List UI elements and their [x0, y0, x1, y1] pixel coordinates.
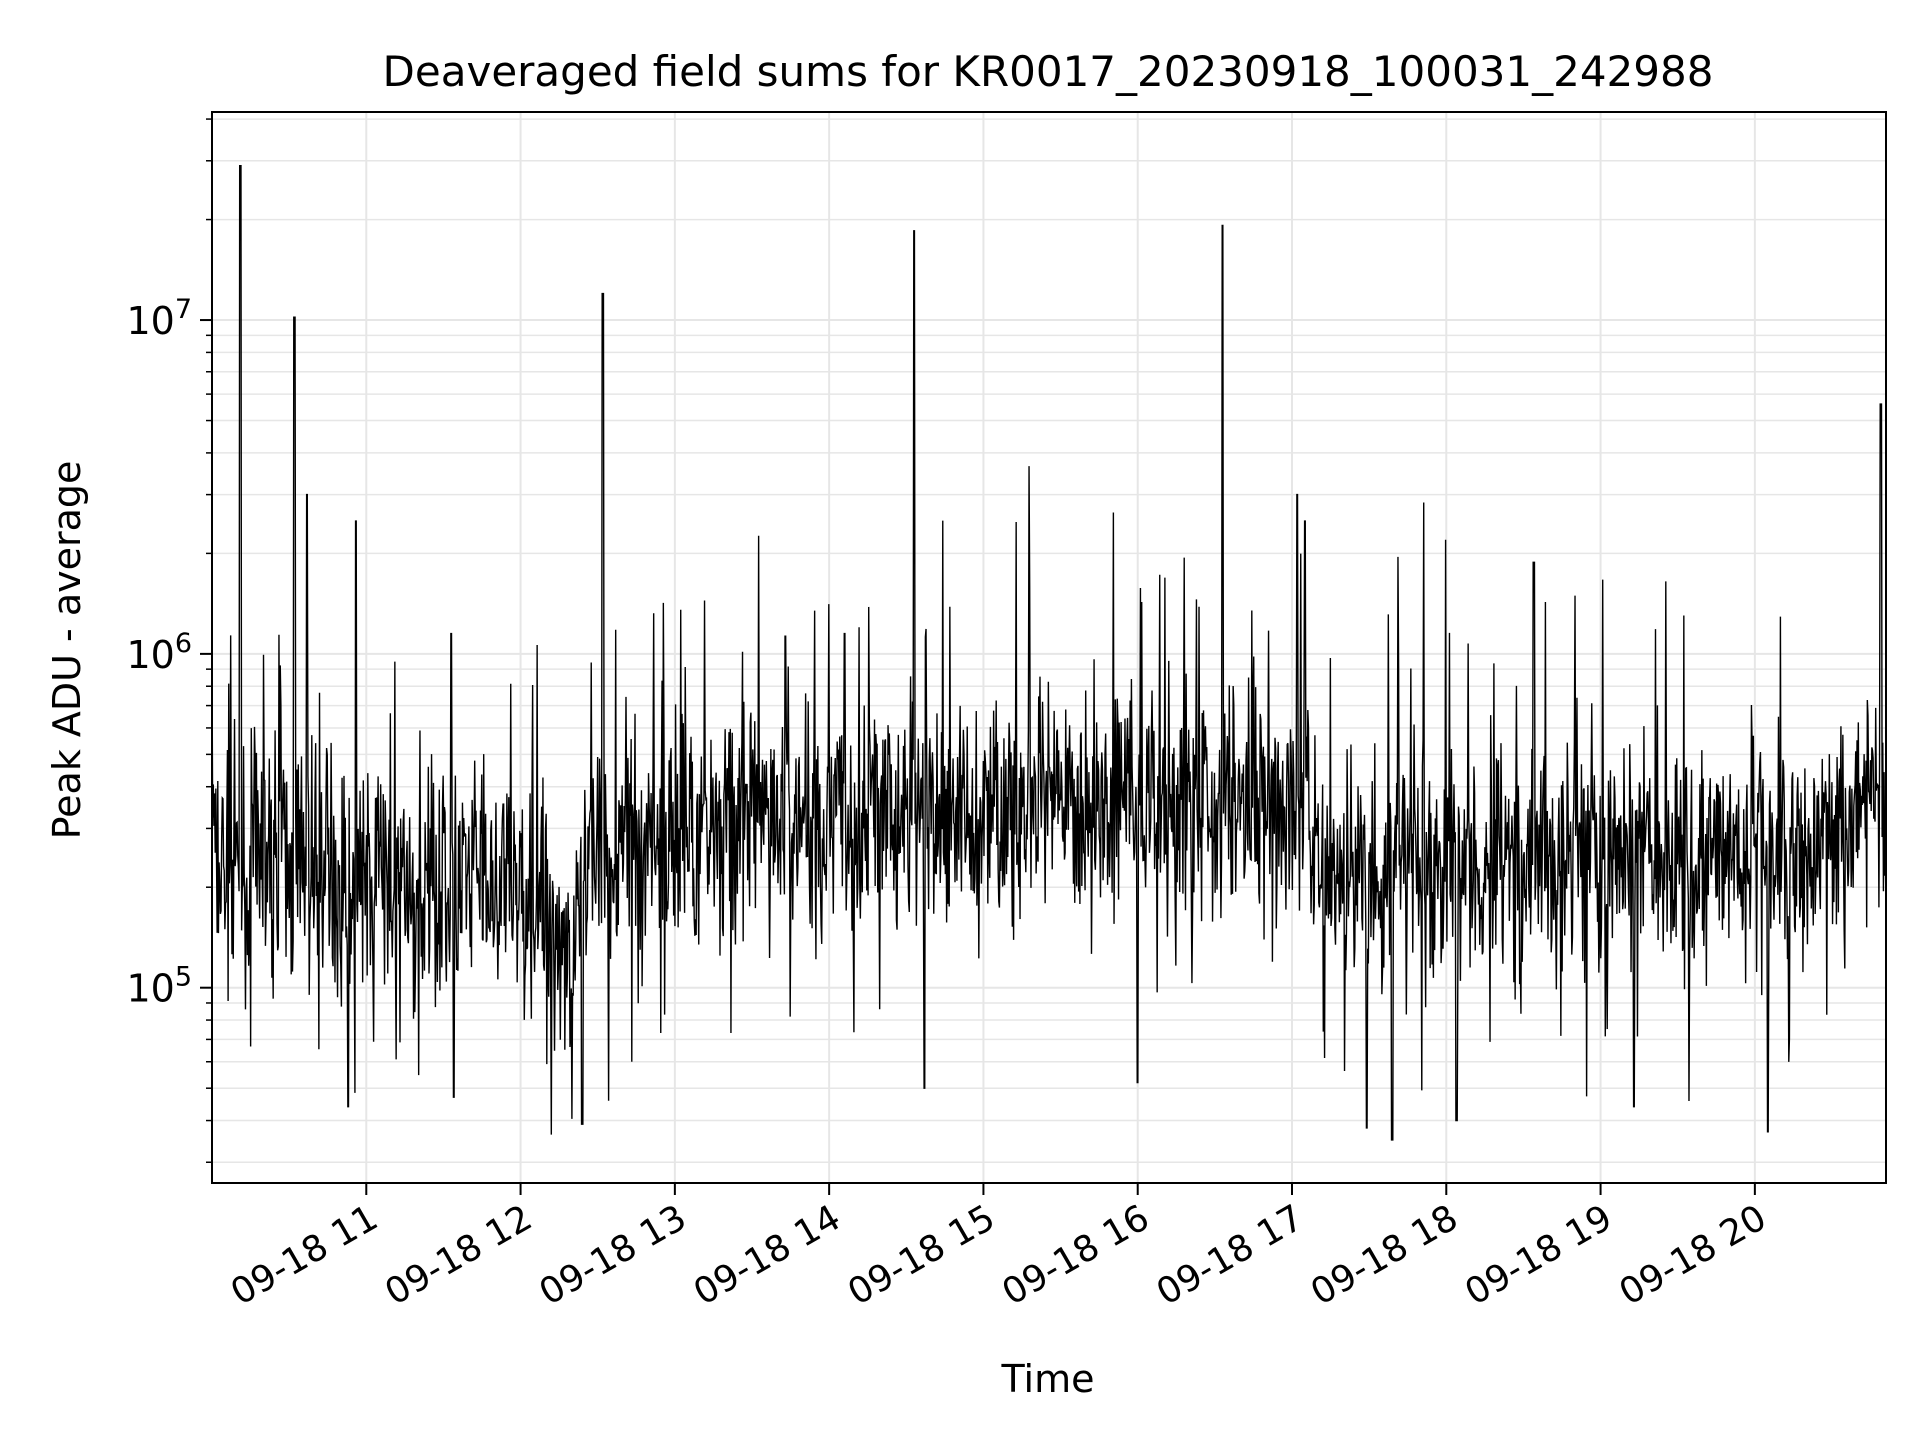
- y-axis-label: Peak ADU - average: [45, 461, 89, 840]
- plot-area: [211, 111, 1887, 1184]
- series-line: [212, 164, 1886, 1141]
- y-tick-label: 105: [126, 962, 192, 1011]
- x-axis-label: Time: [1001, 1357, 1095, 1401]
- y-tick-label: 107: [126, 294, 192, 343]
- chart-title: Deaveraged field sums for KR0017_2023091…: [383, 47, 1714, 96]
- plot-frame: [211, 111, 1887, 1184]
- y-axis-ticks: 105 106 107: [126, 118, 212, 1164]
- y-tick-label: 106: [126, 628, 192, 677]
